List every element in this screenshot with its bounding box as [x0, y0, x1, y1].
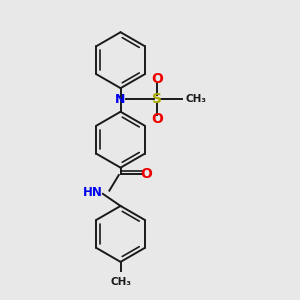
Text: S: S — [152, 92, 162, 106]
Text: O: O — [152, 72, 163, 86]
Text: N: N — [116, 93, 126, 106]
Text: CH₃: CH₃ — [185, 94, 206, 104]
Text: CH₃: CH₃ — [110, 277, 131, 287]
Text: O: O — [140, 167, 152, 181]
Text: O: O — [152, 112, 163, 126]
Text: HN: HN — [83, 186, 103, 199]
